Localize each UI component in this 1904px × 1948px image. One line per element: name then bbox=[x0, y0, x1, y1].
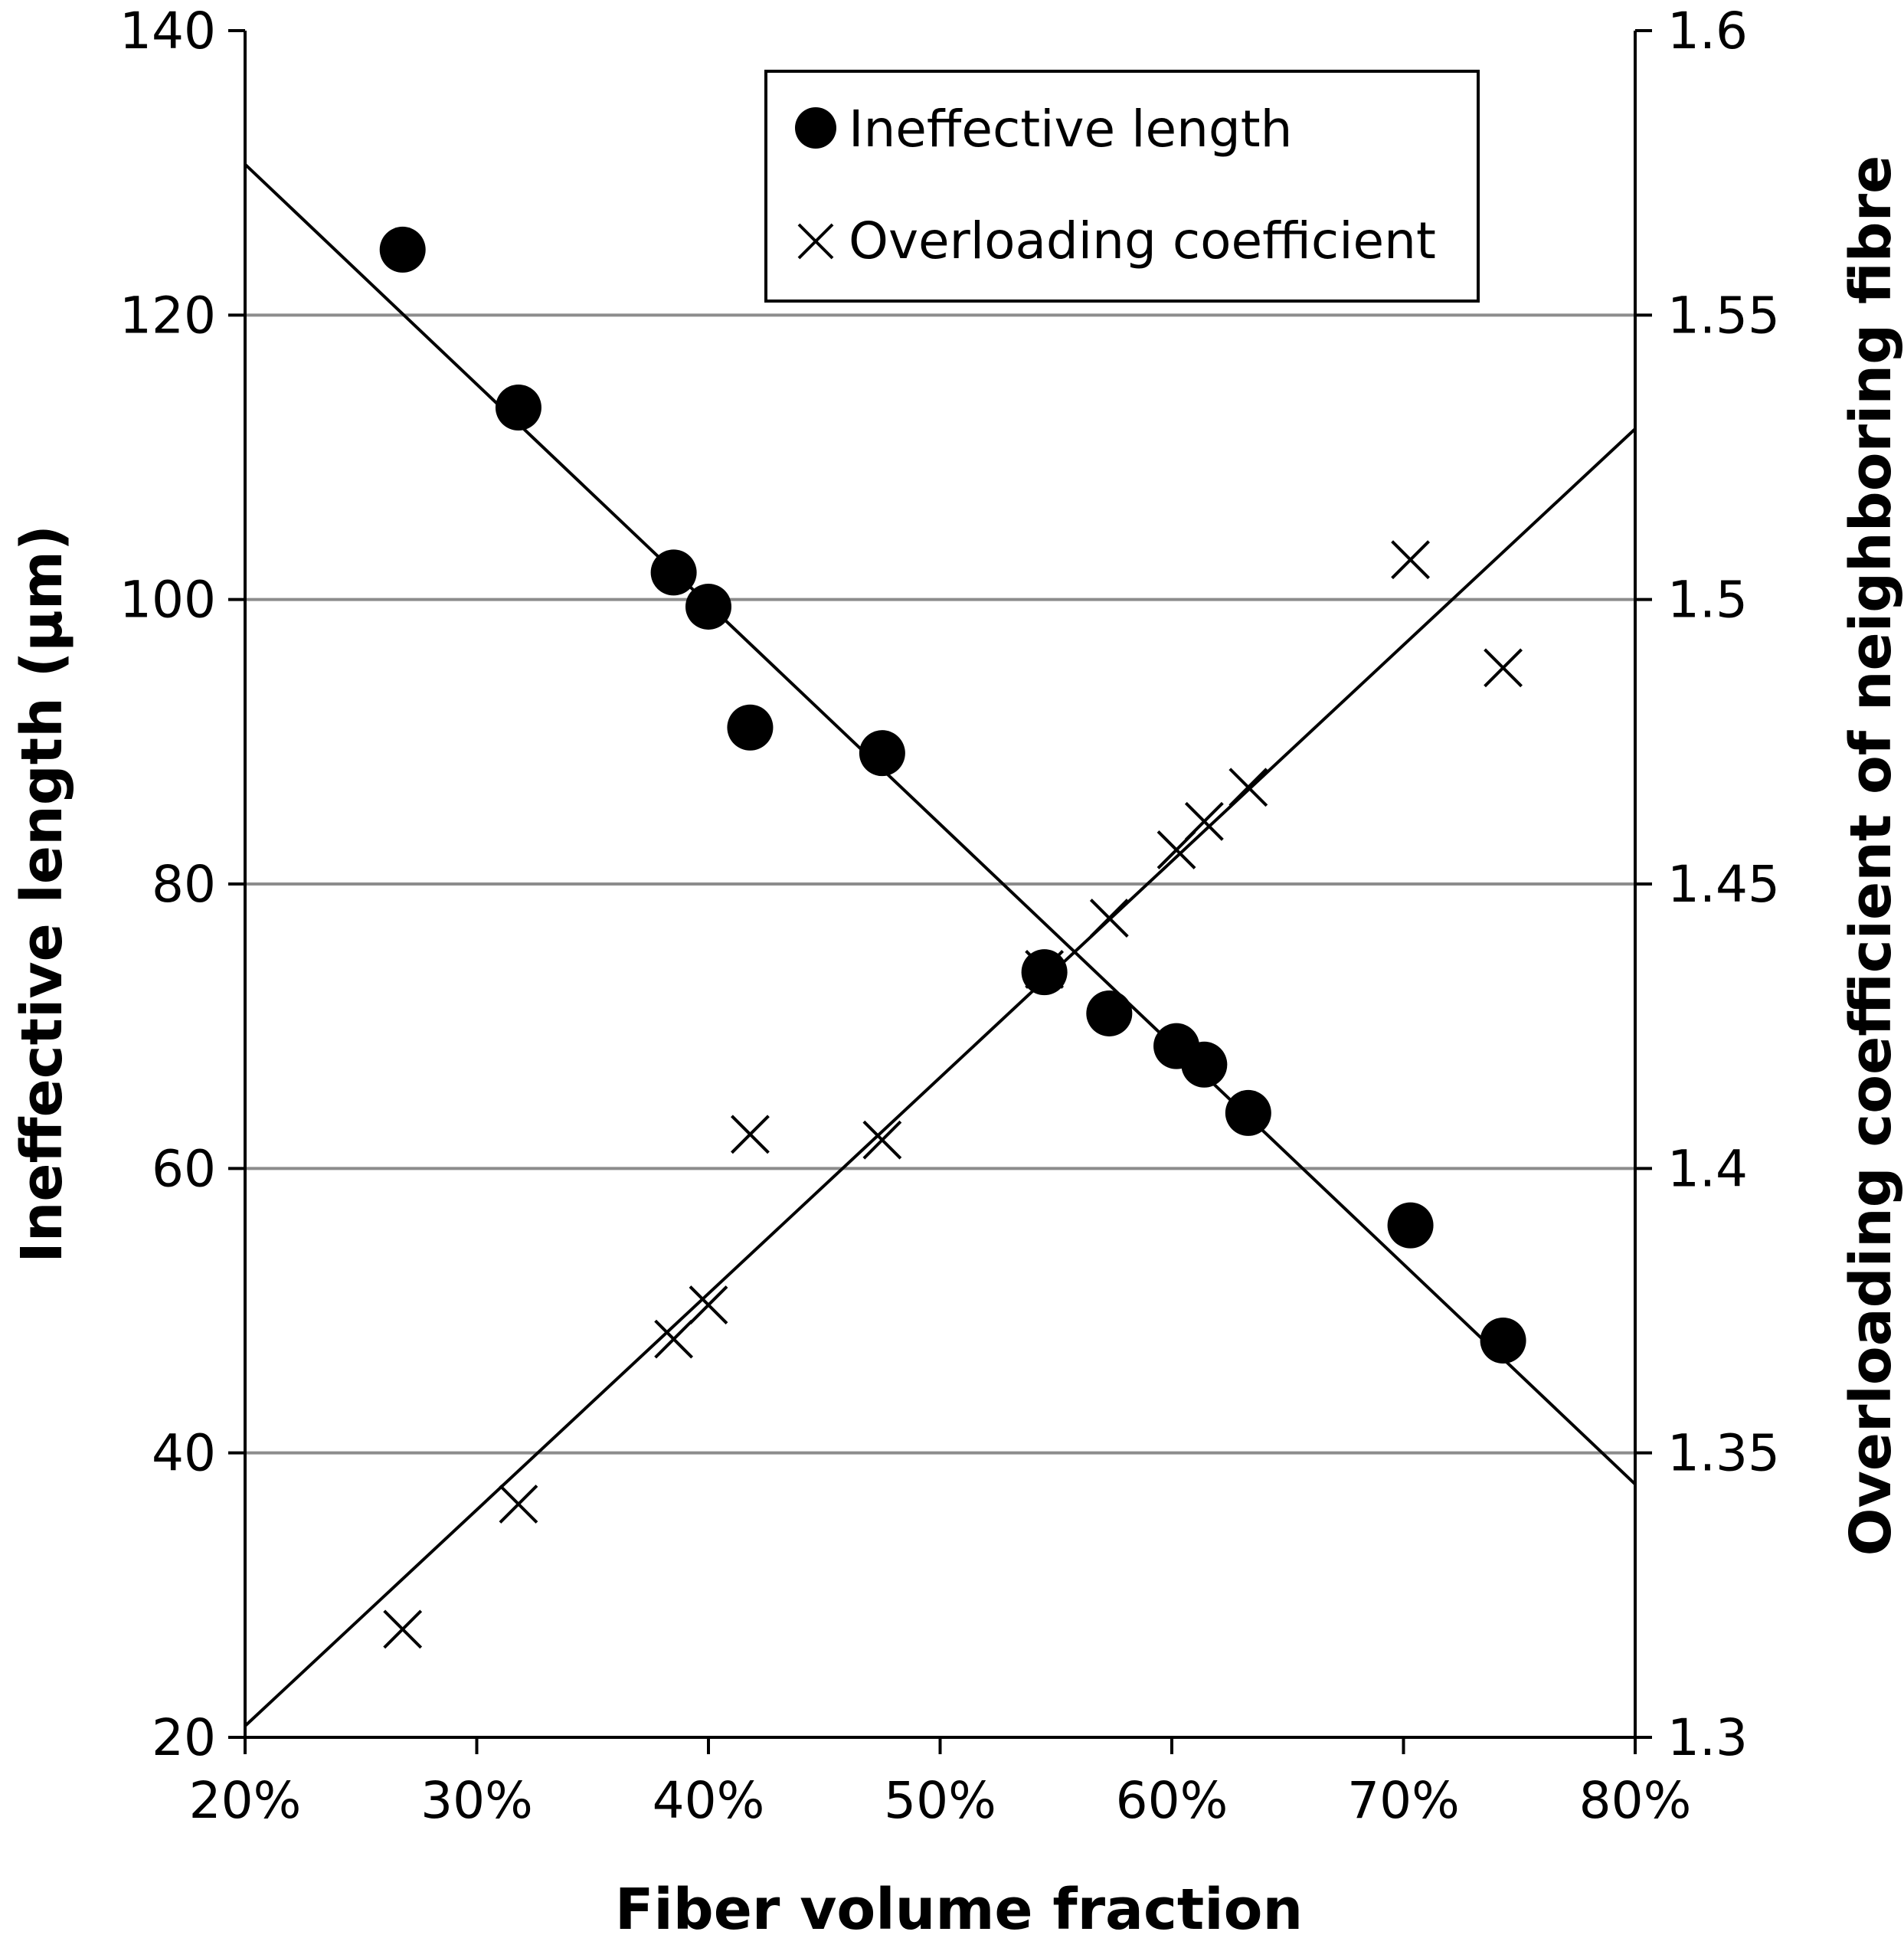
point-overloading-coefficient-2 bbox=[654, 1319, 694, 1359]
y-left-tick-label-140: 140 bbox=[119, 2, 216, 61]
x-marker-stroke bbox=[689, 1285, 728, 1324]
point-ineffective-length-2 bbox=[650, 549, 697, 596]
x-marker-stroke bbox=[862, 1120, 902, 1160]
y-left-tick-label-100: 100 bbox=[119, 571, 216, 630]
x-marker-stroke bbox=[1391, 540, 1430, 580]
x-tick-label-70: 70% bbox=[1347, 1771, 1460, 1830]
legend-marker-overloading-coefficient bbox=[797, 223, 834, 260]
point-ineffective-length-11 bbox=[1387, 1202, 1434, 1249]
legend: Ineffective length Overloading coefficie… bbox=[764, 70, 1480, 303]
point-ineffective-length-7 bbox=[1086, 990, 1133, 1036]
gridlines bbox=[245, 313, 1635, 1455]
point-overloading-coefficient-5 bbox=[862, 1120, 902, 1160]
x-marker-stroke bbox=[499, 1485, 538, 1524]
y-right-tick-label-2: 1.4 bbox=[1667, 1139, 1748, 1198]
y-right-tick-label-4: 1.5 bbox=[1667, 571, 1748, 630]
x-tick-label-50: 50% bbox=[884, 1771, 996, 1830]
point-overloading-coefficient-1 bbox=[499, 1485, 538, 1524]
x-tick-label-60: 60% bbox=[1116, 1771, 1228, 1830]
x-marker-stroke bbox=[1484, 648, 1523, 688]
point-overloading-coefficient-0 bbox=[383, 1609, 423, 1649]
point-ineffective-length-3 bbox=[685, 583, 731, 630]
legend-label-ineffective-length: Ineffective length bbox=[849, 100, 1293, 159]
x-marker-stroke bbox=[1228, 768, 1268, 807]
x-marker-stroke bbox=[1184, 801, 1224, 841]
legend-box bbox=[764, 70, 1480, 303]
y-left-tick-label-20: 20 bbox=[152, 1708, 216, 1767]
legend-marker-ineffective-length bbox=[795, 107, 836, 149]
x-marker-stroke bbox=[654, 1319, 694, 1359]
ticks: 20 40 60 80 100 120 140 1.3 1.35 1.4 1.45 1.5 1.55 1.… bbox=[119, 2, 1780, 1830]
y-right-tick-label-6: 1.6 bbox=[1667, 2, 1748, 61]
point-ineffective-length-4 bbox=[727, 704, 774, 751]
point-overloading-coefficient-7 bbox=[1089, 899, 1129, 938]
point-overloading-coefficient-3 bbox=[689, 1285, 728, 1324]
point-ineffective-length-9 bbox=[1181, 1041, 1228, 1088]
y-left-tick-label-40: 40 bbox=[152, 1424, 216, 1483]
x-marker-stroke bbox=[1089, 899, 1129, 938]
y-axis-left-title: Ineffective length (µm) bbox=[9, 525, 75, 1263]
trendlines bbox=[244, 163, 1637, 1727]
point-overloading-coefficient-10 bbox=[1228, 768, 1268, 807]
trendline-overloading-coefficient bbox=[244, 427, 1637, 1727]
y-left-tick-label-120: 120 bbox=[119, 286, 216, 345]
point-ineffective-length-12 bbox=[1480, 1317, 1526, 1364]
point-ineffective-length-1 bbox=[495, 385, 541, 431]
y-left-tick-label-80: 80 bbox=[152, 855, 216, 914]
point-ineffective-length-6 bbox=[1021, 949, 1068, 996]
y-left-tick-label-60: 60 bbox=[152, 1139, 216, 1198]
point-overloading-coefficient-6 bbox=[1025, 949, 1065, 989]
x-tick-label-20: 20% bbox=[189, 1771, 302, 1830]
y-axis-right-title: Overloading coefficient of neighboring f… bbox=[1838, 156, 1904, 1557]
y-right-tick-label-0: 1.3 bbox=[1667, 1708, 1748, 1767]
point-ineffective-length-10 bbox=[1225, 1089, 1271, 1136]
point-overloading-coefficient-11 bbox=[1391, 540, 1430, 580]
x-tick-label-30: 30% bbox=[420, 1771, 533, 1830]
point-overloading-coefficient-12 bbox=[1484, 648, 1523, 688]
y-right-tick-label-3: 1.45 bbox=[1667, 855, 1780, 914]
x-tick-label-80: 80% bbox=[1579, 1771, 1692, 1830]
x-marker-stroke bbox=[383, 1609, 423, 1649]
point-overloading-coefficient-4 bbox=[731, 1115, 770, 1154]
x-tick-label-40: 40% bbox=[653, 1771, 765, 1830]
trendline-ineffective-length bbox=[244, 163, 1637, 1485]
x-marker-stroke bbox=[731, 1115, 770, 1154]
y-right-tick-label-1: 1.35 bbox=[1667, 1424, 1780, 1483]
legend-label-overloading-coefficient: Overloading coefficient bbox=[849, 211, 1436, 270]
point-ineffective-length-0 bbox=[379, 226, 426, 273]
point-ineffective-length-5 bbox=[859, 730, 905, 777]
y-right-tick-label-5: 1.55 bbox=[1667, 286, 1780, 345]
x-axis-title: Fiber volume fraction bbox=[615, 1877, 1303, 1943]
point-overloading-coefficient-9 bbox=[1184, 801, 1224, 841]
data-marks bbox=[379, 226, 1526, 1649]
x-marker-stroke bbox=[1025, 949, 1065, 989]
